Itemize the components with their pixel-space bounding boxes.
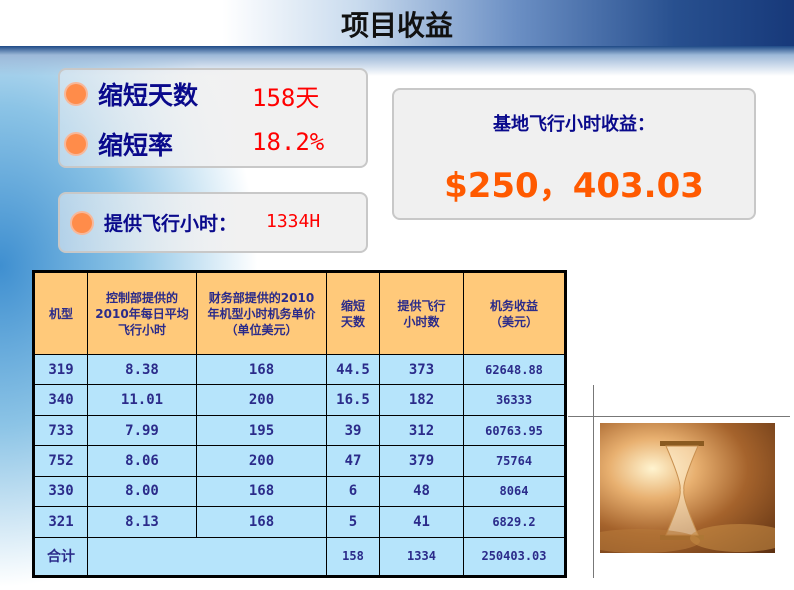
cell: 195 (196, 414, 327, 447)
bullet-icon (72, 213, 92, 233)
divider-line (568, 416, 790, 417)
cell: 75764 (463, 445, 566, 477)
cell: 321 (33, 506, 88, 538)
divider-line (593, 385, 594, 578)
bullet-icon (66, 84, 86, 104)
table-row: 321 8.13 168 5 41 6829.2 (33, 506, 566, 538)
total-hours: 1334 (379, 536, 464, 578)
table-total-row: 合计 158 1334 250403.03 (33, 536, 566, 578)
cell: 319 (33, 353, 88, 386)
col-header: 机务收益（美元） (463, 271, 566, 355)
cell: 168 (196, 475, 327, 508)
table-row: 319 8.38 168 44.5 373 62648.88 (33, 353, 566, 386)
cell: 200 (196, 384, 327, 416)
revenue-box: 基地飞行小时收益： $250，403.03 (392, 88, 756, 220)
cell (87, 536, 327, 578)
cell: 44.5 (326, 353, 380, 386)
title-bar (0, 0, 794, 46)
rate-label: 缩短率 (98, 131, 174, 160)
cell: 733 (33, 414, 88, 447)
cell: 373 (379, 353, 464, 386)
hours-value: 1334H (266, 211, 321, 232)
cell: 48 (379, 475, 464, 508)
col-header: 机型 (33, 271, 88, 355)
cell: 60763.95 (463, 414, 566, 447)
cell: 6829.2 (463, 506, 566, 538)
hours-label: 提供飞行小时： (104, 213, 238, 235)
cell: 41 (379, 506, 464, 538)
total-days: 158 (326, 536, 380, 578)
cell: 379 (379, 445, 464, 477)
cell: 8.06 (87, 445, 197, 477)
cell: 340 (33, 384, 88, 416)
revenue-label: 基地飞行小时收益： (493, 114, 655, 135)
cell: 47 (326, 445, 380, 477)
cell: 8.38 (87, 353, 197, 386)
table-row: 340 11.01 200 16.5 182 36333 (33, 384, 566, 416)
hourglass-coins-image (580, 423, 790, 553)
col-header: 提供飞行小时数 (379, 271, 464, 355)
bullet-icon (66, 134, 86, 154)
page-title: 项目收益 (340, 9, 453, 42)
days-label: 缩短天数 (98, 81, 199, 110)
cell: 7.99 (87, 414, 197, 447)
cell: 39 (326, 414, 380, 447)
cell: 200 (196, 445, 327, 477)
col-header: 控制部提供的2010年每日平均飞行小时 (87, 271, 197, 355)
cell: 8.13 (87, 506, 197, 538)
table-row: 330 8.00 168 6 48 8064 (33, 475, 566, 508)
cell: 312 (379, 414, 464, 447)
hourglass-icon (580, 441, 790, 553)
cell: 168 (196, 353, 327, 386)
rate-value: 18.2% (252, 128, 325, 156)
col-header: 财务部提供的2010年机型小时机务单价（单位美元） (196, 271, 327, 355)
cell: 5 (326, 506, 380, 538)
total-label: 合计 (33, 536, 88, 578)
cell: 6 (326, 475, 380, 508)
cell: 16.5 (326, 384, 380, 416)
cell: 36333 (463, 384, 566, 416)
summary-box: 缩短天数 158天 缩短率 18.2% (58, 68, 368, 168)
cell: 62648.88 (463, 353, 566, 386)
total-revenue: 250403.03 (463, 536, 566, 578)
cell: 8064 (463, 475, 566, 508)
col-header: 缩短天数 (326, 271, 380, 355)
revenue-value: $250，403.03 (444, 166, 704, 206)
cell: 168 (196, 506, 327, 538)
table-row: 752 8.06 200 47 379 75764 (33, 445, 566, 477)
revenue-table: 机型 控制部提供的2010年每日平均飞行小时 财务部提供的2010年机型小时机务… (32, 270, 567, 578)
cell: 330 (33, 475, 88, 508)
hours-box: 提供飞行小时： 1334H (58, 192, 368, 253)
cell: 182 (379, 384, 464, 416)
table-row: 733 7.99 195 39 312 60763.95 (33, 414, 566, 447)
cell: 8.00 (87, 475, 197, 508)
days-value: 158天 (252, 84, 320, 112)
table-header-row: 机型 控制部提供的2010年每日平均飞行小时 财务部提供的2010年机型小时机务… (33, 271, 566, 355)
cell: 11.01 (87, 384, 197, 416)
cell: 752 (33, 445, 88, 477)
